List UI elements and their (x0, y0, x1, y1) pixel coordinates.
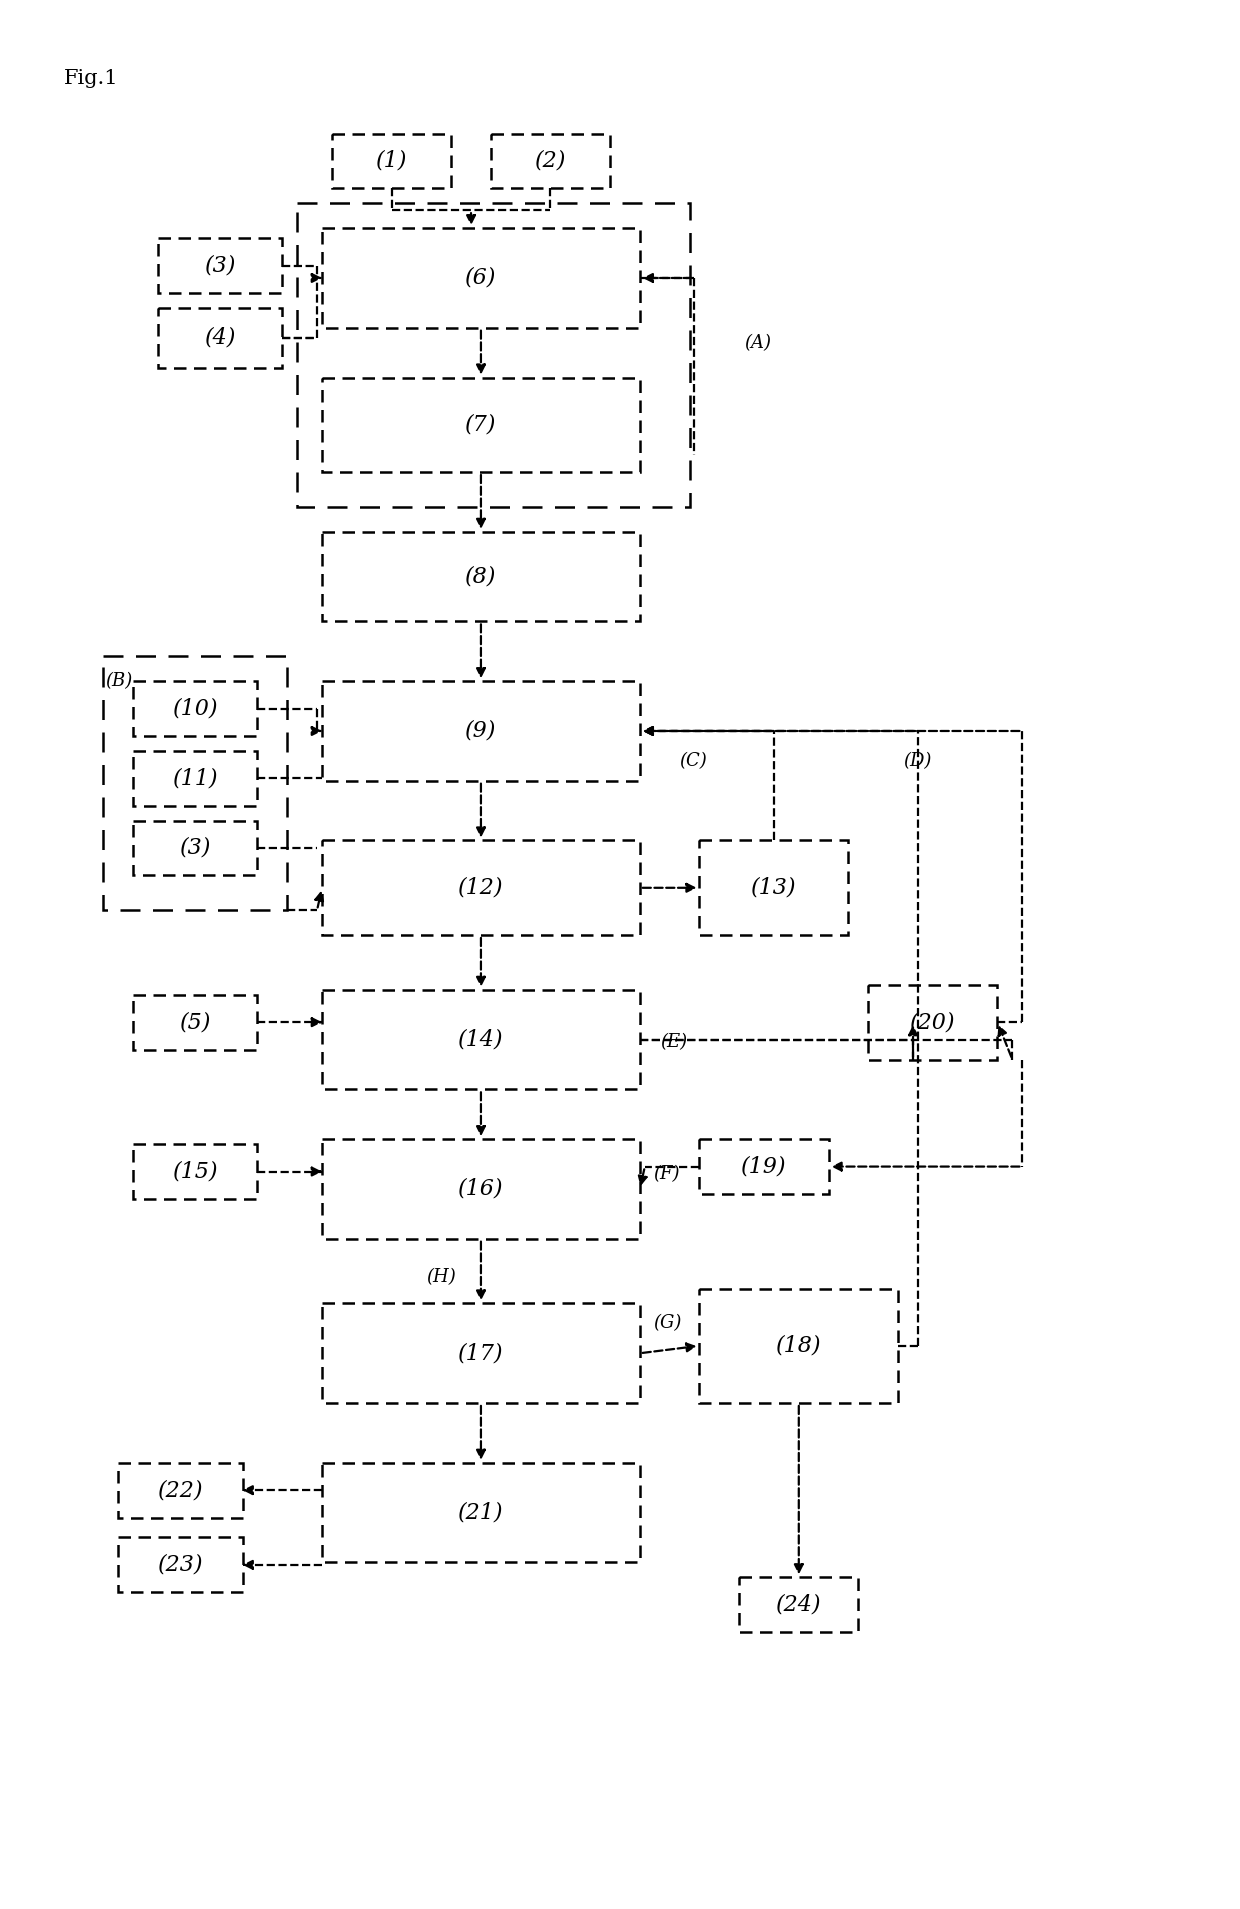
Text: (8): (8) (465, 565, 497, 588)
FancyBboxPatch shape (322, 378, 640, 472)
FancyBboxPatch shape (322, 229, 640, 328)
FancyBboxPatch shape (322, 682, 640, 781)
Text: (21): (21) (459, 1502, 503, 1523)
FancyBboxPatch shape (322, 840, 640, 935)
FancyBboxPatch shape (739, 1577, 858, 1632)
FancyBboxPatch shape (332, 134, 451, 189)
Text: (20): (20) (910, 1012, 956, 1033)
FancyBboxPatch shape (159, 307, 283, 368)
Text: (B): (B) (105, 672, 133, 691)
FancyBboxPatch shape (133, 1143, 258, 1199)
FancyBboxPatch shape (322, 1304, 640, 1403)
Text: (7): (7) (465, 414, 497, 435)
Text: (12): (12) (459, 876, 503, 899)
Text: Fig.1: Fig.1 (63, 69, 118, 88)
Text: (10): (10) (172, 697, 218, 720)
FancyBboxPatch shape (699, 1289, 898, 1403)
Text: (17): (17) (459, 1342, 503, 1365)
Text: (C): (C) (680, 752, 707, 769)
Text: (19): (19) (742, 1155, 786, 1178)
Text: (11): (11) (172, 767, 218, 788)
FancyBboxPatch shape (133, 995, 258, 1050)
Text: (15): (15) (172, 1161, 218, 1182)
Text: (6): (6) (465, 267, 497, 288)
FancyBboxPatch shape (133, 821, 258, 876)
FancyBboxPatch shape (159, 239, 283, 292)
Text: (G): (G) (652, 1315, 681, 1332)
Text: (13): (13) (751, 876, 797, 899)
FancyBboxPatch shape (322, 991, 640, 1090)
FancyBboxPatch shape (322, 1140, 640, 1239)
FancyBboxPatch shape (118, 1537, 243, 1592)
Text: (5): (5) (180, 1012, 211, 1033)
Text: (2): (2) (534, 151, 567, 172)
FancyBboxPatch shape (322, 533, 640, 622)
Text: (18): (18) (776, 1334, 822, 1357)
Text: (16): (16) (459, 1178, 503, 1201)
FancyBboxPatch shape (118, 1462, 243, 1518)
Text: (E): (E) (660, 1033, 687, 1050)
Text: (9): (9) (465, 720, 497, 743)
FancyBboxPatch shape (868, 985, 997, 1059)
FancyBboxPatch shape (133, 750, 258, 806)
FancyBboxPatch shape (322, 1462, 640, 1562)
Text: (1): (1) (376, 151, 407, 172)
Text: (22): (22) (157, 1479, 203, 1500)
Text: (3): (3) (180, 836, 211, 859)
Text: (H): (H) (427, 1268, 456, 1285)
FancyBboxPatch shape (491, 134, 610, 189)
Text: (14): (14) (459, 1029, 503, 1050)
Text: (3): (3) (205, 254, 236, 277)
Text: (23): (23) (157, 1554, 203, 1575)
Text: (A): (A) (744, 334, 771, 351)
FancyBboxPatch shape (699, 1140, 828, 1193)
Text: (24): (24) (776, 1594, 822, 1615)
Text: (D): (D) (903, 752, 931, 769)
FancyBboxPatch shape (699, 840, 848, 935)
Text: (4): (4) (205, 326, 236, 349)
FancyBboxPatch shape (133, 682, 258, 737)
Text: (F): (F) (652, 1164, 680, 1184)
